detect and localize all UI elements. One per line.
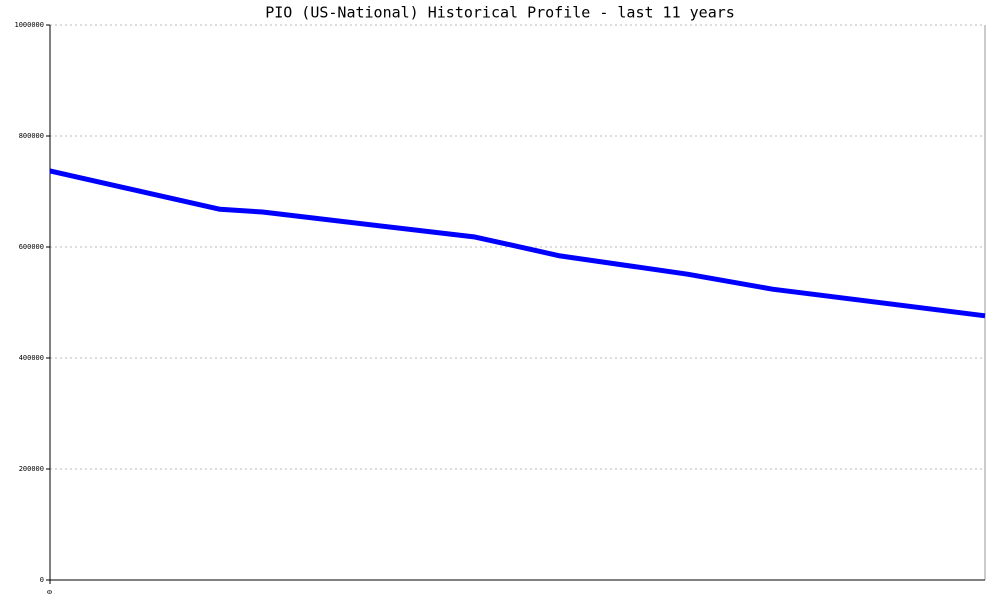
data-line xyxy=(49,168,986,319)
x-tick-label: 0 xyxy=(46,590,54,594)
y-tick-label: 200000 xyxy=(19,465,44,473)
y-tick-label: 1000000 xyxy=(14,21,44,29)
y-tick-label: 0 xyxy=(40,576,44,584)
y-tick-label: 800000 xyxy=(19,132,44,140)
y-tick-label: 400000 xyxy=(19,354,44,362)
y-tick-label: 600000 xyxy=(19,243,44,251)
chart-title: PIO (US-National) Historical Profile - l… xyxy=(265,4,735,22)
